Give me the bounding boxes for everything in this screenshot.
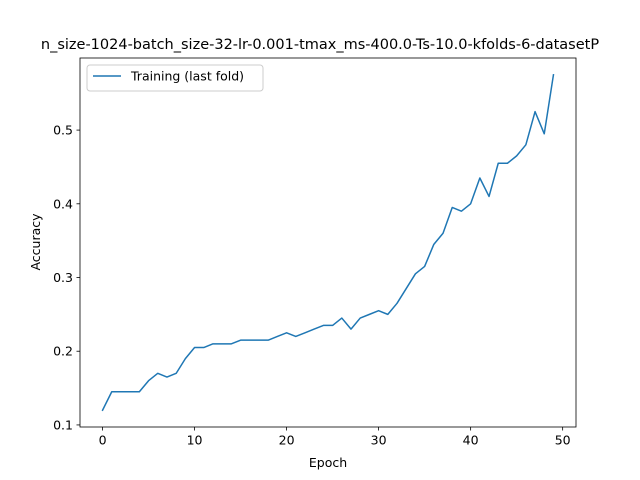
chart-title: n_size-1024-batch_size-32-lr-0.001-tmax_… <box>41 37 599 53</box>
x-axis-ticks: 0 10 20 30 40 50 <box>99 427 571 448</box>
y-axis-ticks: 0.1 0.2 0.3 0.4 0.5 <box>53 123 80 432</box>
plot-frame <box>79 57 577 428</box>
y-tick-label: 0.4 <box>53 196 73 211</box>
y-tick-label: 0.1 <box>53 417 73 432</box>
x-tick-label: 0 <box>99 433 107 448</box>
series-line-0 <box>101 73 555 412</box>
plot-area <box>79 57 577 428</box>
legend: Training (last fold) <box>86 64 264 92</box>
legend-box <box>86 64 264 92</box>
y-axis-label: Accuracy <box>28 213 43 271</box>
y-tick-label: 0.5 <box>53 123 73 138</box>
y-tick-label: 0.3 <box>53 270 73 285</box>
x-tick-label: 40 <box>463 433 479 448</box>
x-tick-label: 50 <box>555 433 571 448</box>
x-tick-label: 30 <box>371 433 387 448</box>
y-tick-label: 0.2 <box>53 344 73 359</box>
x-tick-label: 20 <box>279 433 295 448</box>
x-axis-label: Epoch <box>309 455 347 470</box>
legend-label: Training (last fold) <box>130 69 244 84</box>
x-tick-label: 10 <box>187 433 203 448</box>
